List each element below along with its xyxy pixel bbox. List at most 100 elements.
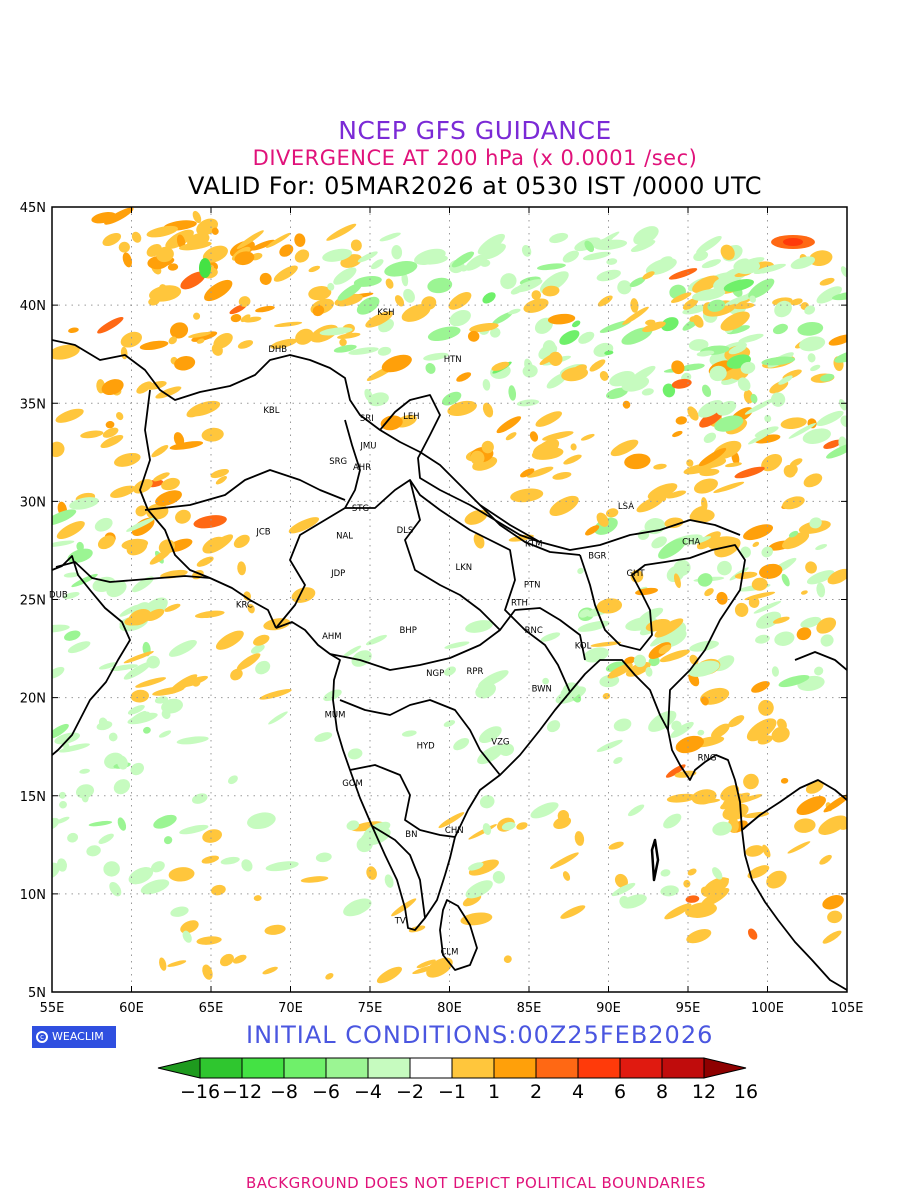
divergence-cell-green xyxy=(490,327,501,338)
divergence-cell-orange xyxy=(773,616,790,624)
divergence-cell-green xyxy=(444,666,456,676)
divergence-cell-green xyxy=(756,611,782,629)
divergence-cell-orange xyxy=(156,246,174,263)
divergence-cell-orange xyxy=(771,726,790,743)
legend-swatch xyxy=(577,1057,621,1079)
legend-label: −6 xyxy=(312,1081,340,1103)
state-boundaries-6 xyxy=(404,479,501,631)
divergence-cell-orange xyxy=(135,677,167,688)
divergence-cell-green xyxy=(764,414,772,423)
city-label: KSH xyxy=(377,308,394,318)
divergence-cell-green xyxy=(549,232,569,244)
lat-label: 20N xyxy=(20,692,46,707)
divergence-cell-orange xyxy=(607,663,633,679)
divergence-cell-orange xyxy=(294,233,306,247)
divergence-cell-green xyxy=(847,358,862,370)
divergence-cell-orange xyxy=(549,495,579,517)
divergence-cell-orange xyxy=(725,462,742,468)
divergence-cell-green xyxy=(423,352,449,361)
footer-disclaimer: BACKGROUND DOES NOT DEPICT POLITICAL BOU… xyxy=(246,1174,706,1192)
divergence-cell-green xyxy=(333,344,357,353)
divergence-cell-green xyxy=(641,388,654,396)
divergence-cell-green xyxy=(92,576,116,593)
divergence-cell-orange xyxy=(683,879,691,888)
divergence-cell-green xyxy=(750,393,758,404)
divergence-cell-green xyxy=(723,279,754,292)
divergence-cell-orange xyxy=(124,615,145,626)
divergence-cell-orange xyxy=(210,468,229,479)
divergence-cell-orange xyxy=(689,509,715,523)
divergence-cell-orange xyxy=(167,960,187,967)
divergence-cell-orange xyxy=(238,296,251,307)
divergence-cell-green xyxy=(508,385,517,401)
divergence-cell-orange xyxy=(173,432,185,447)
lon-label: 90E xyxy=(596,1001,621,1016)
divergence-cell-green xyxy=(52,540,75,547)
divergence-cell-green xyxy=(689,640,719,652)
divergence-cell-green xyxy=(123,661,152,680)
divergence-cell-green xyxy=(268,711,288,725)
divergence-cell-green xyxy=(357,251,378,263)
city-label: DLS xyxy=(397,526,414,536)
divergence-cell-green xyxy=(688,660,720,677)
divergence-cell-green xyxy=(477,233,505,255)
divergence-cell-orange xyxy=(52,344,80,360)
divergence-cell-orange xyxy=(237,561,246,576)
divergence-cell-orange xyxy=(416,959,436,969)
divergence-cell-orange xyxy=(734,571,758,579)
divergence-cell-orange xyxy=(671,378,692,389)
andaman-islands xyxy=(650,838,660,882)
divergence-cell-orange xyxy=(169,441,204,450)
divergence-cell-green xyxy=(427,326,461,341)
divergence-cell-orange xyxy=(448,292,472,310)
divergence-cell-orange xyxy=(104,207,134,225)
divergence-cell-orange xyxy=(728,715,745,728)
legend-label: −2 xyxy=(396,1081,424,1103)
divergence-cell-orange xyxy=(116,412,124,421)
lat-label: 30N xyxy=(20,495,46,510)
divergence-cell-green xyxy=(356,836,373,853)
axis-ticks: 55E 60E 65E 70E 75E 80E 85E 90E 95E 100E 105E 45N 40… xyxy=(20,201,864,1016)
divergence-cell-green xyxy=(599,674,620,688)
divergence-cell-orange xyxy=(135,505,148,517)
city-label: RTH xyxy=(511,598,528,608)
graticule xyxy=(52,207,847,992)
divergence-cell-green xyxy=(728,344,747,355)
divergence-cell-orange xyxy=(557,810,570,822)
divergence-cell-orange xyxy=(685,895,700,903)
divergence-cell-orange xyxy=(686,929,712,944)
divergence-cell-orange xyxy=(255,305,275,313)
divergence-cell-orange xyxy=(552,472,572,480)
divergence-cell-orange xyxy=(264,924,286,935)
city-labels: DHB KSH HTN KBL SRI LEH JMU SRG AHR STG JCB NAL DLS L… xyxy=(49,308,716,958)
divergence-cell-orange xyxy=(412,965,437,975)
divergence-cell-orange xyxy=(97,535,116,550)
divergence-cell-orange xyxy=(105,420,115,429)
legend-label: −4 xyxy=(354,1081,382,1103)
coastline-indochina xyxy=(794,651,847,671)
divergence-cell-orange xyxy=(608,841,624,850)
divergence-cell-green xyxy=(158,730,172,738)
divergence-cell-green xyxy=(384,874,394,888)
divergence-cell-orange xyxy=(247,604,255,614)
divergence-cell-orange xyxy=(202,964,213,980)
divergence-cell-green xyxy=(52,862,60,879)
divergence-cell-orange xyxy=(682,298,699,310)
divergence-cell-green xyxy=(131,576,154,593)
divergence-cell-green xyxy=(365,634,387,646)
divergence-cell-orange xyxy=(196,936,222,945)
divergence-cell-orange xyxy=(447,400,477,416)
divergence-cell-orange xyxy=(100,435,124,449)
divergence-cell-orange xyxy=(685,902,717,918)
divergence-cell-orange xyxy=(215,476,227,485)
divergence-cell-green xyxy=(333,267,357,285)
divergence-cell-green xyxy=(577,567,584,574)
divergence-cell-orange xyxy=(744,591,776,601)
divergence-cell-orange xyxy=(542,285,560,297)
divergence-cell-green xyxy=(342,645,362,658)
divergence-cell-orange xyxy=(326,223,357,241)
divergence-cell-green xyxy=(814,666,824,676)
title-valid-time: VALID For: 05MAR2026 at 0530 IST /0000 U… xyxy=(187,172,763,200)
divergence-cell-green xyxy=(645,666,653,677)
divergence-cell-green xyxy=(596,269,621,282)
